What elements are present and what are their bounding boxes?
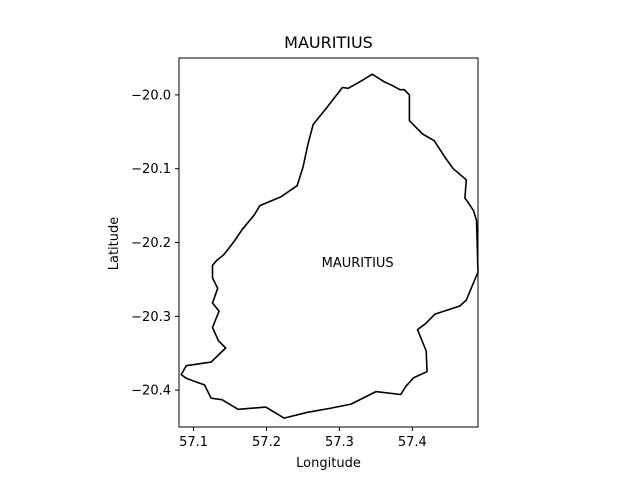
x-tick-label: 57.4: [398, 435, 427, 450]
x-axis: 57.1 57.2 57.3 57.4: [179, 427, 427, 450]
y-tick-label: −20.2: [131, 236, 171, 251]
y-axis: −20.0 −20.1 −20.2 −20.3 −20.4: [131, 88, 179, 399]
country-label: MAURITIUS: [322, 256, 394, 271]
chart-title: MAURITIUS: [284, 33, 373, 52]
x-tick-label: 57.1: [179, 435, 208, 450]
map-outline-layer: [180, 73, 479, 419]
x-axis-label: Longitude: [296, 456, 361, 471]
x-tick-label: 57.3: [325, 435, 354, 450]
y-tick-label: −20.4: [131, 384, 171, 399]
y-tick-label: −20.0: [131, 88, 171, 103]
y-tick-label: −20.1: [131, 162, 171, 177]
y-tick-label: −20.3: [131, 310, 171, 325]
island-outline: [180, 73, 479, 419]
plot-frame: [178, 57, 479, 428]
x-tick-label: 57.2: [252, 435, 281, 450]
y-axis-label: Latitude: [107, 217, 122, 271]
